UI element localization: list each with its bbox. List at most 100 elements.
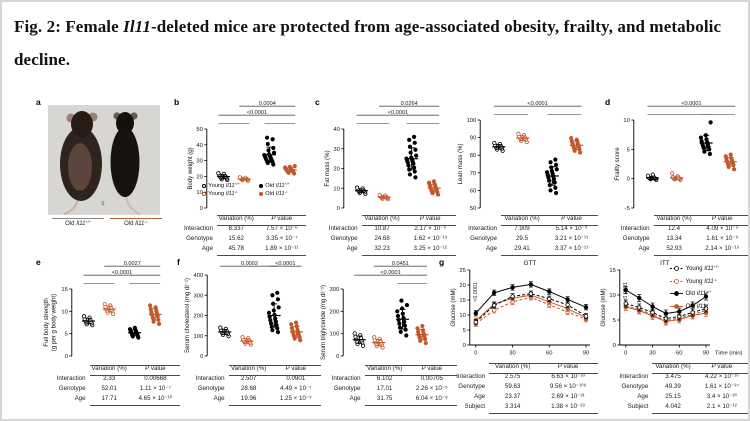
table-rule [361,254,456,256]
stat-row: Genotype 13.34 1.61 × 10⁻⁹ [622,234,739,242]
panel-label-f: f [177,257,180,267]
svg-text:20: 20 [333,167,339,173]
significance-bar: 0.0004 [239,101,296,107]
svg-text:30: 30 [333,147,339,153]
svg-text:0: 0 [474,351,477,357]
y-axis: 50 60 70 80 90 100 [467,118,481,212]
figure-title: Fig. 2: Female Il11-deleted mice are pro… [14,10,742,76]
stat-row: Genotype 29.5 3.21 × 10⁻¹¹ [470,234,589,242]
stat-row: Interaction 12.4 4.09 × 10⁻⁹ [620,224,739,232]
svg-text:5: 5 [65,332,68,338]
scatter-group-young_wt [218,325,232,339]
stats-table-full-body-strength: Variation (%) P value Interaction 2.33 0.006… [42,364,182,406]
svg-text:50: 50 [470,206,476,212]
y-axis: 0 10 20 30 40 [333,127,345,212]
svg-text:20: 20 [459,283,465,289]
y-axis: 0 100 200 300 400 [194,273,208,360]
stats-table-fat-mass: Variation (%) P value Interaction 10.87 2.17… [312,214,458,256]
y-axis-label: Full body strength [43,298,50,346]
y-axis: 0 100 200 300 [330,287,344,360]
table-rule [652,362,748,364]
svg-text:5: 5 [463,328,466,334]
legend-label: Old Il11+/+ [685,290,712,297]
scatter-group-old_wt [262,135,277,167]
legend-marker-young_ko [670,278,683,284]
legend-item: Old Il11+/+ [259,183,312,189]
svg-text:30: 30 [196,159,202,165]
stat-row: Age 23.37 2.69 × 10⁻²¹ [474,392,585,400]
significance-bar: 0.0264 [379,101,440,107]
svg-text:5: 5 [627,147,630,153]
y-axis-label-2: (g per g body weight) [51,294,58,351]
svg-text:10: 10 [196,190,202,196]
table-rule [364,374,457,376]
scatter-group-young_wt [354,185,369,196]
svg-text:80: 80 [470,153,476,159]
svg-text:100: 100 [467,118,477,124]
mouse-label-text-old-wt: Old Il11+/+ [65,219,91,227]
stat-row: Age 17.71 4.65 × 10⁻¹⁰ [74,394,173,402]
svg-text:0.0027: 0.0027 [124,261,141,267]
stat-row: Age 25.15 3.4 × 10⁻²⁰ [637,392,738,400]
scatter-group-young_wt [492,140,506,153]
panel-label-g: g [439,257,445,267]
svg-text:25: 25 [459,268,465,274]
stat-row: Age 29.41 3.37 × 10⁻¹¹ [485,244,589,252]
stats-table-serum-triglyceride: Variation (%) P value Interaction 6.102 0.00… [316,364,459,406]
old-wildtype-mouse-image [60,111,102,215]
svg-text:0: 0 [336,354,339,360]
svg-text:<0.0001: <0.0001 [681,101,701,107]
female-symbol: ♀ [100,198,107,208]
scatter-group-old_wt [395,298,410,338]
legend-label: Young Il11+/+ [208,182,240,189]
stat-row: Interaction 2.507 0.0901 [195,374,306,382]
stat-row: Age 31.75 6.04 × 10⁻⁸ [349,394,448,402]
svg-text:30: 30 [509,351,515,357]
scatter-group-young_ko [670,171,684,182]
table-rule [364,404,457,406]
scatter-group-old_ko [723,152,737,172]
svg-text:15: 15 [609,268,615,274]
stat-row: Genotype 24.68 1.62 × 10⁻¹³ [330,234,447,242]
chart-full-body-strength: 0 5 10 15 Full body strength (g per g body we… [43,261,162,360]
table-rule [89,374,180,376]
svg-text:0: 0 [337,206,340,212]
chart-lean-mass: 50 60 70 80 90 100 Lean mass (%) <0.0001 [457,101,583,212]
stats-table-frailty-score: Variation (%) P value Interaction 12.4 4.09 … [604,214,748,256]
svg-text:300: 300 [330,287,340,293]
svg-text:90: 90 [470,136,476,142]
stats-table-itt: Variation (%) P value Interaction 3.475 4.22… [602,362,748,414]
table-rule [489,372,598,374]
svg-text:10: 10 [61,309,67,315]
stat-row: Subject 4.042 2.1 × 10⁻¹² [627,402,737,410]
mouse-label-old-ko: Old Il11-/- [110,218,162,227]
svg-text:200: 200 [330,309,340,315]
table-rule [489,412,598,414]
scatter-group-young_wt [645,172,659,182]
svg-text:0: 0 [200,206,203,212]
table-rule [216,224,306,226]
scatter-group-old_ko [282,164,297,176]
stat-row: Interaction 8.337 7.57 × 10⁻⁶ [184,224,298,232]
svg-text:100: 100 [330,332,340,338]
scatter-group-young_wt [216,171,231,182]
scatter-group-old_ko [415,323,429,346]
old-knockout-mouse-image [110,112,141,215]
significance-bar: <0.0001 [356,110,440,116]
scatter-group-young_ko [377,192,391,202]
stat-row: Interaction 2.33 0.00668 [56,374,167,382]
axes: 0 5 10 15 0 30 60 90 [609,268,710,357]
scatter-group-old_wt [404,134,419,180]
chart-title: GTT [524,260,537,267]
table-rule [361,214,456,216]
scatter-group-old_ko [569,136,583,155]
svg-text:60: 60 [546,351,552,357]
stat-row: Genotype 59.63 9.56 × 10⁻¹⁰⁶ [458,382,587,390]
svg-text:15: 15 [459,298,465,304]
legend-item: Young Il11+/+ [202,183,255,189]
stat-row: Age 19.96 1.25 × 10⁻⁵ [213,394,312,402]
y-axis-label: Fat mass (%) [324,150,331,186]
scatter-group-old_wt [127,325,142,340]
y-axis-label: Body weight (g) [187,147,194,189]
legend-label: Young Il11-/- [208,190,238,197]
